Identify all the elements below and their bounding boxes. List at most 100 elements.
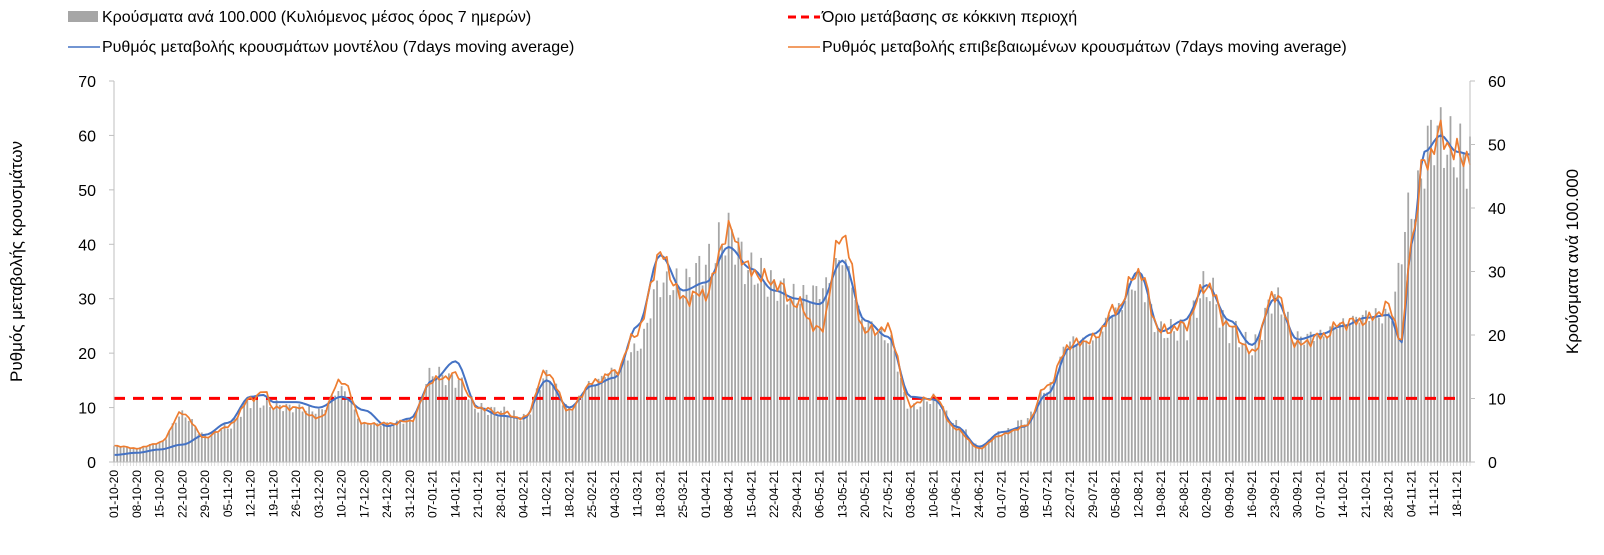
- bar-mark: [1186, 340, 1188, 462]
- bar-mark: [968, 437, 971, 462]
- y-left-tick-label: 70: [78, 74, 96, 91]
- bar-mark: [795, 303, 798, 462]
- bar-mark: [659, 297, 662, 462]
- bar-mark: [1101, 331, 1104, 462]
- bar-mark: [441, 374, 444, 462]
- x-tick-label: 07-10-21: [1313, 470, 1327, 518]
- bar-mark: [233, 418, 236, 462]
- bar-mark: [848, 266, 850, 462]
- bar-mark: [1010, 428, 1013, 462]
- bar-mark: [1335, 328, 1338, 462]
- bar-mark: [1270, 313, 1273, 462]
- bar-mark: [265, 398, 268, 462]
- bar-mark: [415, 410, 418, 462]
- bar-mark: [1293, 342, 1296, 462]
- bar-mark: [851, 287, 854, 462]
- x-tick-label: 10-12-20: [335, 470, 349, 518]
- bar-mark: [376, 423, 379, 462]
- y-right-tick-label: 30: [1488, 265, 1506, 282]
- bar-mark: [974, 443, 977, 462]
- bar-mark: [210, 433, 213, 462]
- bar-mark: [139, 447, 141, 462]
- bar-mark: [181, 410, 184, 462]
- bar-mark: [1436, 125, 1439, 462]
- bar-mark: [558, 396, 561, 462]
- bar-mark: [301, 411, 304, 462]
- bar-mark: [480, 403, 483, 462]
- bar-mark: [360, 422, 363, 462]
- bar-mark: [1143, 302, 1146, 462]
- bar-mark: [1394, 291, 1397, 462]
- bar-mark: [870, 321, 873, 462]
- x-tick-label: 08-10-20: [130, 470, 144, 518]
- bar-mark: [942, 406, 945, 462]
- bar-mark: [1069, 341, 1071, 462]
- legend-label: Ρυθμός μεταβολής επιβεβαιωμένων κρουσμάτ…: [822, 39, 1347, 56]
- bar-mark: [200, 432, 203, 462]
- bar-mark: [337, 391, 340, 462]
- bar-mark: [363, 422, 366, 462]
- bar-mark: [776, 300, 779, 462]
- bar-mark: [669, 295, 671, 462]
- bar-mark: [1104, 317, 1107, 462]
- bar-mark: [1121, 310, 1123, 462]
- bar-mark: [678, 289, 681, 462]
- y-left-axis-title: Ρυθμός μεταβολής κρουσμάτων: [7, 141, 26, 382]
- bar-mark: [272, 408, 275, 462]
- bar-mark: [343, 391, 346, 462]
- x-tick-label: 14-01-21: [448, 470, 462, 518]
- bar-mark: [704, 264, 707, 462]
- bar-mark: [1007, 428, 1010, 462]
- bar-mark: [1303, 344, 1306, 462]
- bar-mark: [1231, 325, 1234, 462]
- bar-mark: [626, 360, 629, 462]
- bar-mark: [1234, 320, 1237, 462]
- y-left-tick-label: 0: [87, 455, 96, 472]
- bar-mark: [262, 405, 265, 462]
- bar-mark: [854, 300, 857, 462]
- x-tick-label: 15-04-21: [744, 470, 758, 518]
- x-tick-label: 23-09-21: [1268, 470, 1282, 518]
- bar-mark: [1322, 336, 1325, 462]
- y-left-tick-label: 20: [78, 346, 96, 363]
- bar-mark: [1329, 326, 1332, 462]
- bar-mark: [896, 371, 899, 462]
- y-left-tick-label: 50: [78, 183, 96, 200]
- bar-mark: [1147, 295, 1149, 462]
- bar-mark: [213, 429, 216, 462]
- bar-mark: [226, 428, 229, 462]
- bar-mark: [1456, 177, 1458, 462]
- bar-mark: [571, 409, 574, 462]
- bar-mark: [825, 277, 828, 462]
- bar-mark: [961, 430, 964, 462]
- bar-mark: [223, 423, 226, 462]
- bar-mark: [239, 416, 242, 462]
- bar-mark: [880, 328, 883, 462]
- bar-mark: [1260, 339, 1263, 462]
- bar-mark: [740, 241, 743, 462]
- bar-mark: [919, 406, 922, 462]
- bar-mark: [903, 391, 906, 462]
- bar-mark: [929, 404, 932, 462]
- legend-label: Κρούσματα ανά 100.000 (Κυλιόμενος μέσος …: [102, 9, 531, 26]
- bar-mark: [610, 367, 613, 462]
- legend-swatch-bar: [68, 11, 98, 22]
- bar-mark: [184, 417, 187, 462]
- bar-mark: [604, 377, 606, 462]
- bar-mark: [178, 416, 180, 462]
- bar-mark: [340, 386, 343, 462]
- y-right-tick-label: 0: [1488, 455, 1497, 472]
- bar-mark: [965, 429, 967, 462]
- bar-mark: [1043, 392, 1045, 462]
- bar-mark: [493, 407, 496, 462]
- x-tick-label: 05-08-21: [1109, 470, 1123, 518]
- bar-mark: [662, 282, 665, 462]
- x-tick-label: 28-01-21: [494, 470, 508, 518]
- line-series-group: [113, 119, 1471, 456]
- bar-mark: [174, 422, 177, 462]
- bar-mark: [496, 416, 499, 462]
- bar-mark: [887, 343, 889, 462]
- x-tick-label: 04-03-21: [608, 470, 622, 518]
- bar-mark: [1166, 337, 1169, 462]
- bar-mark: [786, 304, 789, 462]
